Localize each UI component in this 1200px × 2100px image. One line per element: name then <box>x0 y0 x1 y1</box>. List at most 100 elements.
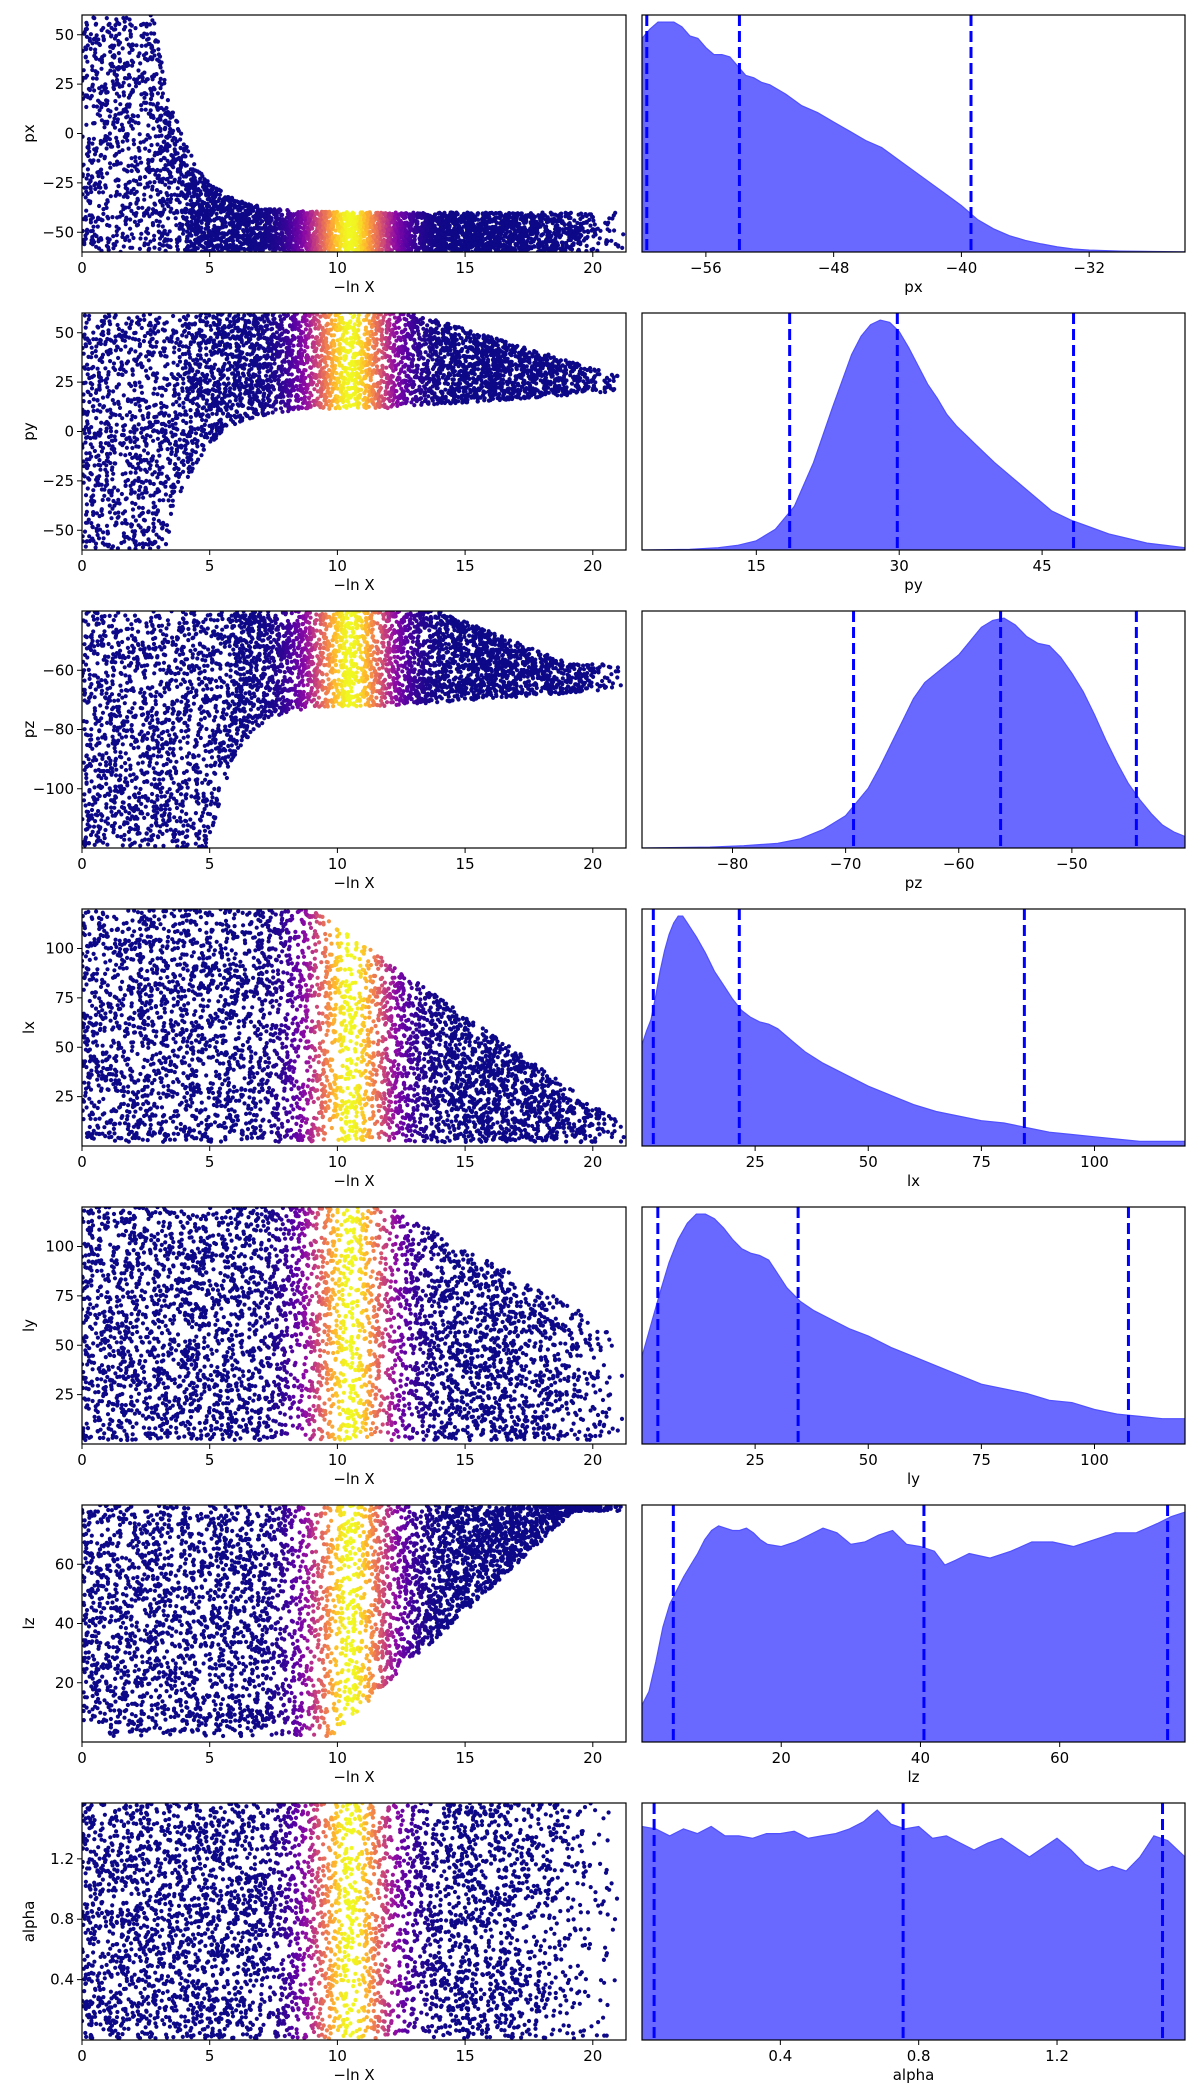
scatter-point <box>463 235 468 240</box>
scatter-point <box>544 224 549 229</box>
scatter-point <box>155 436 160 441</box>
scatter-point <box>143 174 148 180</box>
scatter-point <box>86 181 92 186</box>
scatter-point <box>90 76 96 81</box>
scatter-point <box>280 217 285 222</box>
scatter-point <box>519 213 525 218</box>
scatter-point <box>341 238 346 243</box>
scatter-point <box>498 242 504 247</box>
scatter-point <box>392 238 397 243</box>
scatter-point <box>200 206 205 211</box>
scatter-point <box>484 219 489 224</box>
scatter-point <box>125 169 130 174</box>
scatter-point <box>371 229 377 234</box>
scatter-point <box>128 226 133 231</box>
scatter-point <box>111 246 116 251</box>
scatter-point <box>302 349 307 354</box>
scatter-point <box>117 111 122 116</box>
scatter-point <box>141 139 146 144</box>
scatter-point <box>215 233 220 238</box>
scatter-point <box>374 337 380 342</box>
scatter-point <box>158 158 163 163</box>
scatter-point <box>189 241 195 246</box>
scatter-point <box>228 211 233 216</box>
scatter-point <box>267 207 272 212</box>
scatter-point <box>243 203 248 209</box>
scatter-point <box>226 248 231 252</box>
scatter-point <box>397 239 402 244</box>
scatter-xlabel: −ln X <box>333 278 374 296</box>
scatter-point <box>208 349 213 354</box>
scatter-point <box>97 203 102 209</box>
scatter-point <box>186 182 191 187</box>
scatter-point <box>115 159 120 164</box>
scatter-point <box>604 241 609 246</box>
scatter-point <box>373 224 378 230</box>
scatter-point <box>133 159 138 164</box>
scatter-point <box>256 234 261 239</box>
scatter-point <box>417 211 422 216</box>
scatter-point <box>421 211 426 216</box>
scatter-point <box>206 232 211 237</box>
scatter-point <box>177 179 182 184</box>
scatter-point <box>86 144 91 149</box>
scatter-point <box>237 223 243 228</box>
scatter-point <box>127 238 132 243</box>
scatter-point <box>159 95 164 100</box>
scatter-point <box>99 28 104 33</box>
scatter-point <box>192 228 197 233</box>
scatter-point <box>192 175 197 180</box>
scatter-point <box>553 212 558 217</box>
scatter-point <box>177 235 182 240</box>
scatter-point <box>181 142 186 147</box>
scatter-point <box>476 232 481 237</box>
scatter-point <box>108 194 113 199</box>
scatter-point <box>156 223 161 228</box>
scatter-point <box>158 236 163 241</box>
scatter-point <box>171 165 176 170</box>
scatter-point <box>528 226 533 231</box>
scatter-point <box>267 225 272 230</box>
scatter-point <box>368 242 373 247</box>
scatter-point <box>129 417 134 422</box>
scatter-point <box>456 223 461 229</box>
scatter-point <box>129 156 134 161</box>
scatter-point <box>377 222 382 228</box>
scatter-point <box>288 234 293 239</box>
scatter-point <box>123 185 128 190</box>
scatter-point <box>123 236 128 241</box>
scatter-point <box>518 249 523 252</box>
scatter-point <box>558 233 564 238</box>
scatter-point <box>161 107 166 112</box>
scatter-points-py <box>82 313 620 550</box>
scatter-point <box>138 182 143 187</box>
scatter-point <box>364 224 369 229</box>
scatter-point <box>566 238 571 243</box>
scatter-point <box>90 350 95 356</box>
scatter-point <box>412 234 417 239</box>
scatter-point <box>142 100 147 105</box>
scatter-point <box>334 217 339 222</box>
scatter-point <box>551 248 556 252</box>
scatter-point <box>420 221 425 226</box>
scatter-point <box>197 193 202 198</box>
scatter-point <box>104 205 109 210</box>
scatter-point <box>91 104 96 109</box>
scatter-point <box>389 248 394 252</box>
scatter-point <box>137 176 143 182</box>
scatter-point <box>284 215 289 220</box>
scatter-point <box>128 117 133 122</box>
scatter-point <box>92 152 98 157</box>
scatter-ylabel: px <box>20 124 38 143</box>
scatter-point <box>220 221 225 226</box>
scatter-point <box>117 57 122 62</box>
scatter-point <box>296 247 301 252</box>
scatter-point <box>169 446 174 451</box>
scatter-point <box>83 217 88 222</box>
scatter-point <box>245 247 251 252</box>
scatter-point <box>373 238 378 243</box>
scatter-point <box>242 246 247 252</box>
scatter-point <box>513 234 518 239</box>
scatter-point <box>145 168 150 173</box>
scatter-point <box>129 123 134 128</box>
